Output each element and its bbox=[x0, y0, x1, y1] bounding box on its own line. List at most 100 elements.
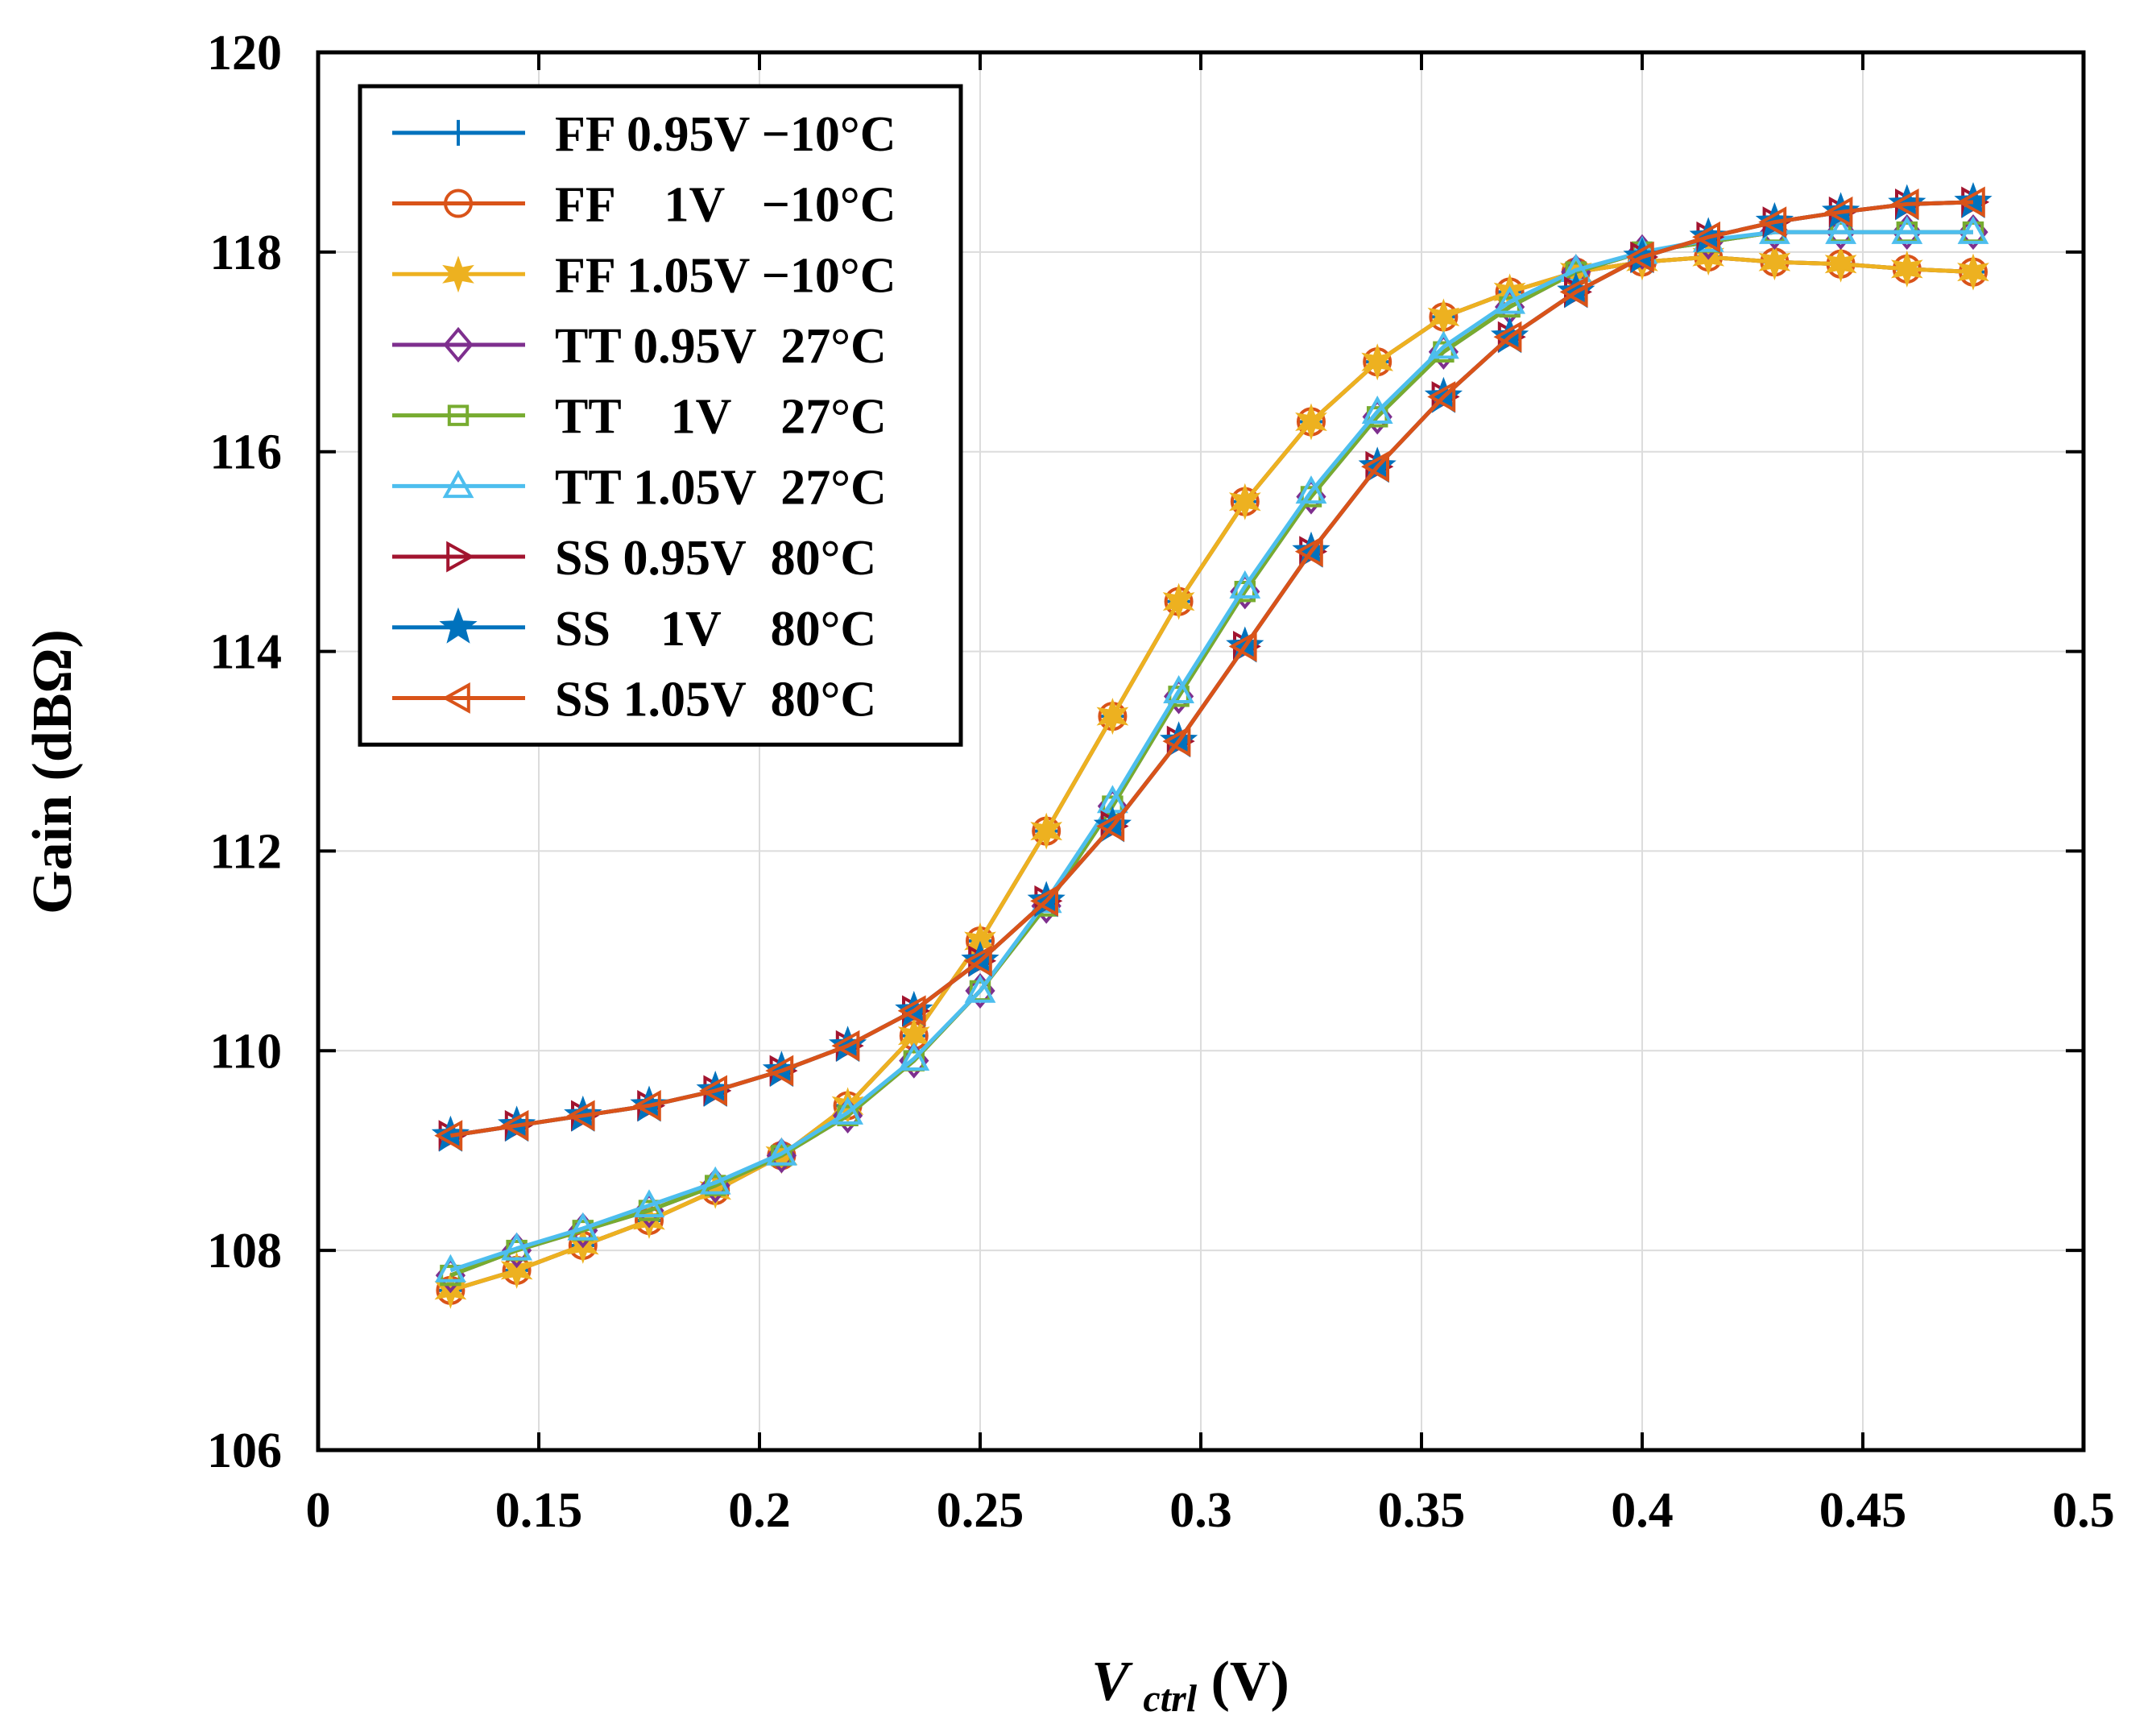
data-point bbox=[1030, 885, 1058, 917]
legend-label: FF 1.05V −10°C bbox=[555, 248, 896, 303]
legend-label: TT 1V 27°C bbox=[555, 390, 887, 445]
legend-item: FF 1V −10°C bbox=[392, 178, 896, 233]
data-point bbox=[964, 974, 996, 1003]
x-tick-label: 0 bbox=[306, 1483, 331, 1538]
y-tick-label: 112 bbox=[209, 824, 282, 879]
data-point bbox=[1758, 206, 1787, 238]
legend-marker bbox=[439, 607, 478, 644]
data-point bbox=[1957, 215, 1989, 244]
data-point bbox=[897, 995, 926, 1027]
legend-item: TT 1V 27°C bbox=[392, 390, 887, 445]
data-point bbox=[1228, 483, 1261, 520]
data-point bbox=[501, 1232, 532, 1261]
data-point bbox=[1096, 698, 1129, 736]
data-point bbox=[1428, 330, 1459, 359]
data-point bbox=[567, 1212, 599, 1241]
data-point bbox=[1295, 403, 1327, 441]
legend-item: TT 1.05V 27°C bbox=[392, 460, 887, 515]
data-point bbox=[1957, 253, 1989, 291]
data-point bbox=[500, 1109, 529, 1142]
y-tick-label: 106 bbox=[207, 1424, 282, 1478]
data-point bbox=[1229, 570, 1261, 599]
data-point bbox=[632, 1090, 661, 1121]
data-point bbox=[1361, 396, 1393, 424]
legend-marker bbox=[446, 541, 475, 573]
legend-label: TT 1.05V 27°C bbox=[555, 460, 887, 515]
data-point bbox=[500, 1251, 533, 1289]
data-point bbox=[1559, 276, 1588, 308]
data-point bbox=[1295, 475, 1327, 504]
legend-label: TT 0.95V 27°C bbox=[555, 319, 887, 374]
data-point bbox=[1493, 321, 1522, 353]
data-point bbox=[832, 1096, 863, 1125]
legend-label: SS 0.95V 80°C bbox=[555, 531, 876, 586]
legend-marker bbox=[442, 470, 474, 499]
y-tick-label: 120 bbox=[207, 26, 282, 81]
x-tick-label: 0.25 bbox=[937, 1483, 1024, 1538]
data-point bbox=[963, 945, 992, 977]
y-tick-label: 116 bbox=[209, 425, 282, 480]
data-point bbox=[1494, 285, 1525, 314]
legend-item: SS 1.05V 80°C bbox=[392, 672, 876, 727]
data-point bbox=[699, 1075, 727, 1107]
axis-ticks: 0 0.15 0.2 0.25 0.3 0.35 0.4 0.45 0.5 106 108 110 11… bbox=[207, 26, 2115, 1538]
data-point bbox=[699, 1171, 732, 1209]
legend-marker bbox=[442, 255, 474, 293]
data-point bbox=[1228, 630, 1257, 662]
data-point bbox=[831, 1030, 860, 1062]
x-tick-label: 0.3 bbox=[1169, 1483, 1232, 1538]
data-point bbox=[1361, 343, 1394, 381]
x-tick-label: 0.45 bbox=[1819, 1483, 1907, 1538]
data-point bbox=[1030, 812, 1063, 850]
data-point bbox=[1162, 725, 1191, 757]
data-point bbox=[1625, 241, 1654, 273]
legend-item: SS 0.95V 80°C bbox=[392, 531, 876, 586]
legend-item: FF 1.05V −10°C bbox=[392, 248, 896, 303]
data-point bbox=[633, 1189, 665, 1218]
data-point bbox=[1825, 215, 1856, 244]
legend-marker bbox=[443, 326, 474, 363]
legend-marker bbox=[447, 404, 470, 426]
x-axis-title-unit: (V) bbox=[1211, 1651, 1289, 1713]
data-point bbox=[1361, 450, 1389, 483]
data-point bbox=[1824, 245, 1857, 283]
data-point bbox=[1891, 215, 1923, 244]
data-point bbox=[1824, 196, 1853, 228]
x-tick-label: 0.4 bbox=[1611, 1483, 1674, 1538]
data-point bbox=[1096, 810, 1125, 842]
data-point bbox=[1163, 675, 1194, 703]
y-tick-label: 118 bbox=[209, 226, 282, 280]
legend-label: SS 1.05V 80°C bbox=[555, 672, 876, 727]
data-point bbox=[1692, 221, 1720, 253]
data-point bbox=[566, 1100, 595, 1132]
legend-item: TT 0.95V 27°C bbox=[392, 319, 887, 374]
legend: FF 0.95V −10°C FF 1V −10°C FF 1.05V −10°C T… bbox=[358, 84, 963, 747]
data-point bbox=[1890, 250, 1923, 288]
data-point bbox=[1294, 536, 1323, 568]
x-axis-title: V ctrl (V) bbox=[1091, 1651, 1289, 1720]
data-point bbox=[1890, 188, 1919, 220]
y-tick-label: 114 bbox=[209, 625, 282, 680]
x-tick-label: 0.35 bbox=[1378, 1483, 1466, 1538]
data-point bbox=[1758, 243, 1791, 281]
data-point bbox=[435, 1254, 466, 1283]
x-axis-title-main: V bbox=[1091, 1651, 1133, 1713]
legend-item: SS 1V 80°C bbox=[392, 602, 876, 657]
legend-label: FF 0.95V −10°C bbox=[555, 107, 896, 162]
y-tick-label: 108 bbox=[207, 1224, 282, 1278]
data-point bbox=[898, 1042, 930, 1071]
x-tick-label: 0.5 bbox=[2052, 1483, 2115, 1538]
data-point bbox=[1427, 381, 1456, 412]
series-9 bbox=[434, 186, 1985, 1152]
legend-item: FF 0.95V −10°C bbox=[392, 107, 896, 162]
legend-marker bbox=[444, 189, 473, 218]
data-point bbox=[1162, 582, 1195, 620]
legend-marker bbox=[441, 682, 470, 714]
legend-marker bbox=[445, 119, 471, 146]
x-tick-label: 0.2 bbox=[728, 1483, 791, 1538]
legend-label: FF 1V −10°C bbox=[555, 178, 896, 233]
data-point bbox=[765, 1055, 794, 1087]
x-tick-label: 0.15 bbox=[495, 1483, 583, 1538]
